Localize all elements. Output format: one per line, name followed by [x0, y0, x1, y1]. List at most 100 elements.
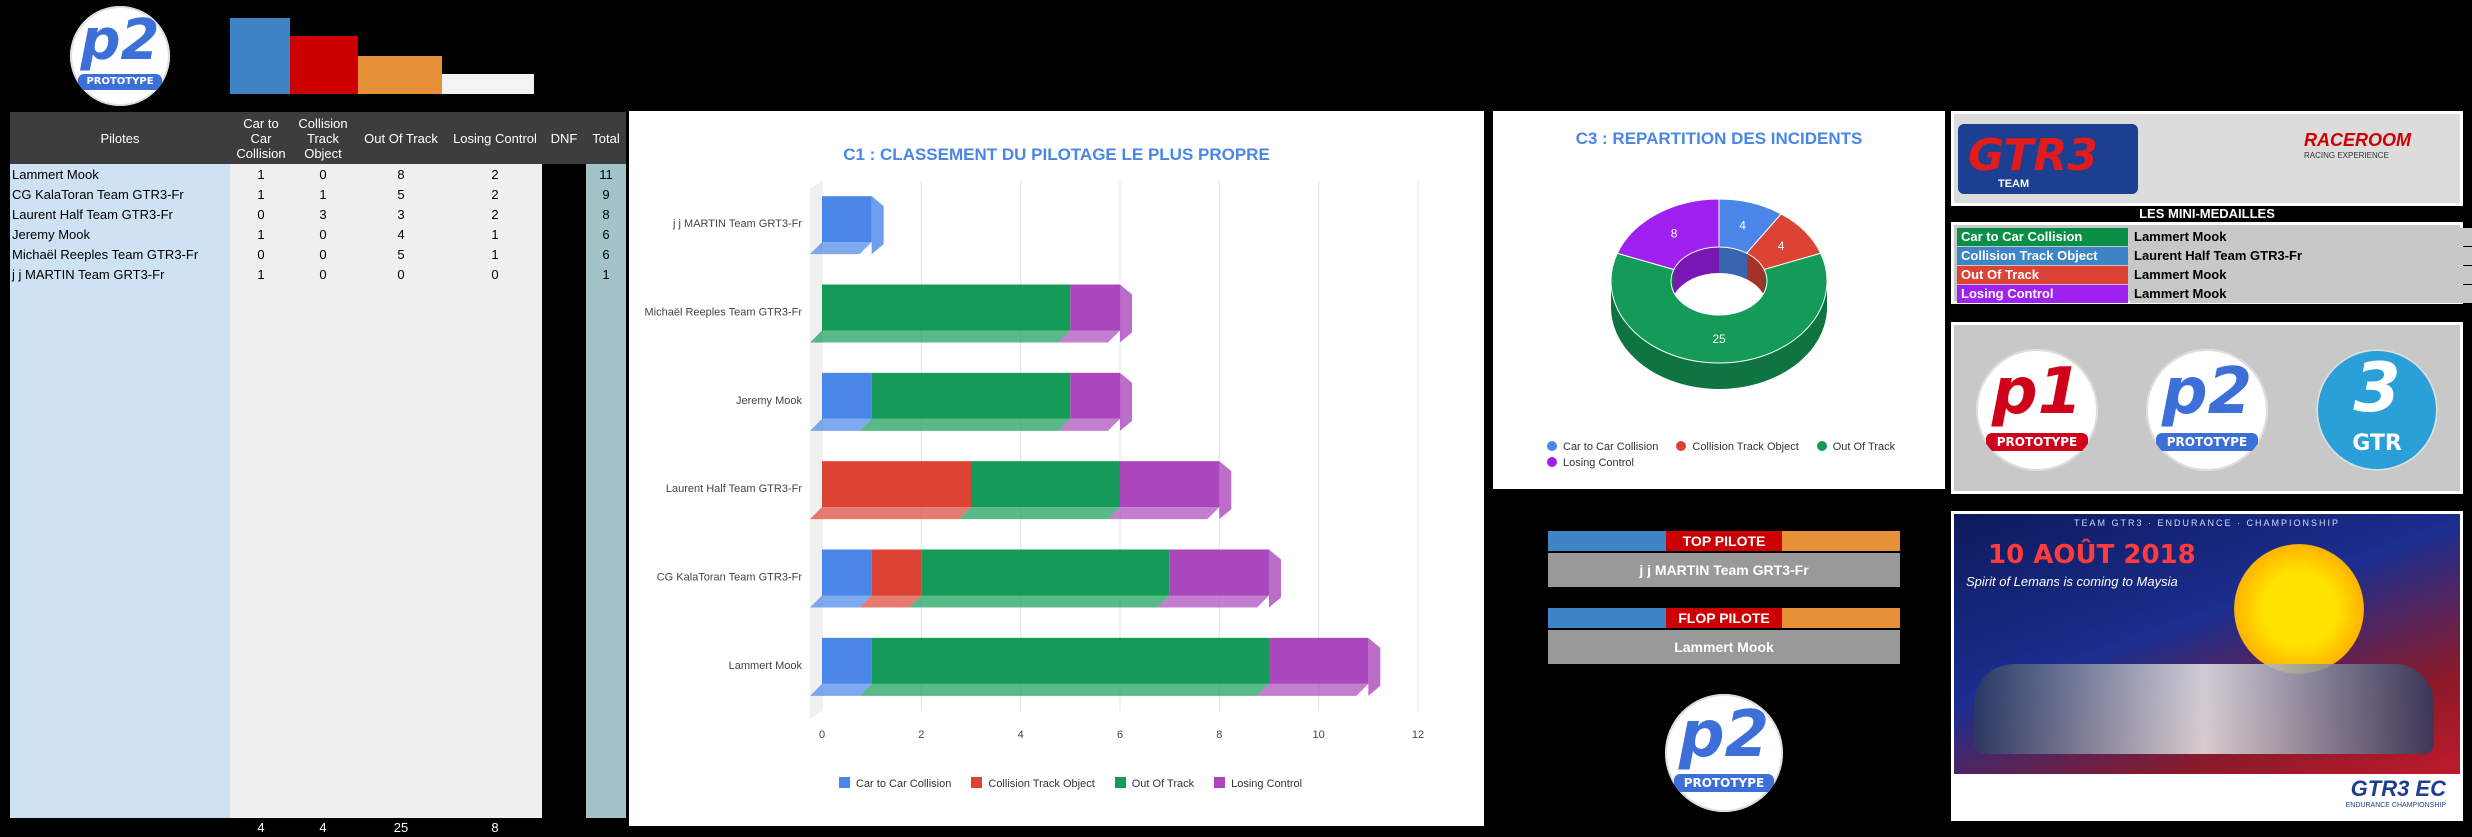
table-cell-car: 0: [257, 207, 265, 222]
total-track: 4: [319, 820, 327, 835]
bar-segment-shadow: [810, 418, 872, 431]
bar-segment-shadow: [1157, 595, 1269, 608]
table-cell-car: 1: [257, 227, 265, 242]
bar-segment: [871, 372, 1071, 419]
bar-segment-shadow: [859, 595, 922, 608]
poster-cars: [1974, 664, 2434, 754]
raceroom-logo: RACEROOM RACING EXPERIENCE: [2304, 130, 2411, 160]
poster-sun: [2234, 544, 2364, 674]
total-lose: 8: [491, 820, 499, 835]
x-tick-label: 12: [1412, 729, 1424, 741]
chart-c1-title: C1 : CLASSEMENT DU PILOTAGE LE PLUS PROP…: [843, 145, 1270, 164]
header-bar-grey: [442, 74, 534, 94]
bar-segment-shadow: [810, 507, 971, 520]
header-bar-orange: [358, 56, 442, 94]
table-cell-track: 0: [319, 167, 327, 182]
bar-segment-shadow: [859, 418, 1071, 431]
x-tick-label: 0: [819, 729, 825, 741]
donut-slice-label: 4: [1739, 219, 1746, 233]
table-cell-total: 6: [602, 247, 610, 262]
bar-end-cap: [1120, 372, 1132, 431]
header-dnf: DNF: [542, 112, 586, 164]
chart-c1-legend: Car to Car Collision Collision Track Obj…: [839, 777, 1302, 790]
x-tick-label: 8: [1216, 729, 1222, 741]
bar-segment-shadow: [810, 330, 1071, 343]
top-pilote-box: TOP PILOTE j j MARTIN Team GRT3-Fr: [1548, 531, 1900, 587]
table-cell-out: 5: [397, 247, 405, 262]
table-cell-name: Lammert Mook: [12, 167, 99, 182]
category-label: Laurent Half Team GTR3-Fr: [666, 483, 802, 495]
bar-end-cap: [1269, 549, 1281, 608]
flop-pilote-label: FLOP PILOTE: [1666, 608, 1782, 628]
chart-c3: 4 4 25 8: [1610, 198, 1828, 389]
header-losing-control: Losing Control: [448, 112, 542, 164]
legend-track: Collision Track Object: [971, 777, 1095, 790]
table-cell-track: 1: [319, 187, 327, 202]
bar-segment: [1070, 372, 1120, 419]
gtr-class-logo: 3 GTR: [2316, 349, 2438, 471]
table-cell-lose: 2: [491, 207, 499, 222]
x-tick-label: 6: [1117, 729, 1123, 741]
legend-c3-lose: Losing Control: [1547, 457, 1634, 469]
table-cell-car: 1: [257, 267, 265, 282]
table-cell-total: 1: [602, 267, 610, 282]
bar-segment-shadow: [1108, 507, 1220, 520]
bar-segment-shadow: [1058, 418, 1120, 431]
table-cell-lose: 0: [491, 267, 499, 282]
header-white-strip: [230, 0, 2472, 94]
p2-prototype-logo-bottom: p2 PROTOTYPE: [1665, 694, 1783, 812]
mini-medailles-box: Car to Car Collision Lammert Mook Collis…: [1951, 222, 2472, 304]
category-label: Jeremy Mook: [736, 395, 803, 407]
donut-slice: [1616, 198, 1720, 271]
header-track-object: Collision Track Object: [292, 112, 354, 164]
bar-segment-shadow: [810, 595, 872, 608]
flop-pilote-box: FLOP PILOTE Lammert Mook: [1548, 608, 1900, 664]
category-label: Lammert Mook: [729, 660, 803, 672]
x-tick-label: 2: [918, 729, 924, 741]
medal-row-car: Car to Car Collision Lammert Mook: [1957, 228, 2472, 246]
legend-c3-car: Car to Car Collision: [1547, 441, 1658, 453]
header-bar-blue: [230, 18, 290, 94]
table-cell-name: Jeremy Mook: [12, 227, 91, 242]
table-cell-lose: 2: [491, 167, 499, 182]
bar-end-cap: [871, 196, 884, 255]
table-cell-lose: 1: [491, 247, 499, 262]
category-label: j j MARTIN Team GRT3-Fr: [672, 218, 802, 230]
poster-footer: GTR3 EC ENDURANCE CHAMPIONSHIP: [1954, 774, 2460, 818]
bar-segment: [871, 549, 922, 596]
chart-c1: 0 2 4 6 8 10 12 j j MARTIN Team GRT3-Fr Michaël …: [644, 181, 1424, 741]
table-cell-out: 3: [397, 207, 405, 222]
incidents-table: Pilotes Car to Car Collision Collision T…: [10, 112, 626, 818]
table-cell-out: 4: [397, 227, 405, 242]
bar-segment: [822, 637, 872, 684]
legend-c3-track: Collision Track Object: [1676, 441, 1799, 453]
chart-c3-panel: C3 : REPARTITION DES INCIDENTS 4 4 25 8 Car…: [1493, 111, 1945, 489]
medal-row-out: Out Of Track Lammert Mook: [1957, 266, 2472, 284]
bar-end-cap: [1120, 284, 1132, 343]
bar-segment: [1269, 637, 1369, 684]
bar-segment: [822, 461, 971, 508]
table-cell-lose: 1: [491, 227, 499, 242]
top-pilote-name: j j MARTIN Team GRT3-Fr: [1548, 553, 1900, 587]
header-pilotes: Pilotes: [10, 112, 230, 164]
bar-segment: [971, 461, 1120, 508]
brand-banner: GTR3 TEAM RACEROOM RACING EXPERIENCE: [1951, 111, 2463, 206]
poster-tagline: Spirit of Lemans is coming to Maysia: [1966, 574, 2178, 589]
bar-segment-shadow: [1257, 683, 1369, 696]
header-bar-red: [290, 36, 358, 94]
table-cell-car: 0: [257, 247, 265, 262]
chart-c1-panel: C1 : CLASSEMENT DU PILOTAGE LE PLUS PROP…: [629, 111, 1484, 826]
bar-end-cap: [1219, 461, 1232, 520]
table-cell-name: Michaël Reeples Team GTR3-Fr: [12, 247, 199, 262]
x-tick-label: 10: [1313, 729, 1325, 741]
p2-prototype-logo: p2 PROTOTYPE: [70, 6, 170, 106]
medal-row-lose: Losing Control Lammert Mook: [1957, 285, 2472, 303]
bar-segment-shadow: [810, 242, 872, 255]
bar-segment: [1169, 549, 1269, 596]
donut-slice-label: 25: [1712, 332, 1726, 346]
table-cell-out: 0: [397, 267, 405, 282]
bar-segment-shadow: [1058, 330, 1120, 343]
table-cell-track: 0: [319, 247, 327, 262]
mini-medailles-title: LES MINI-MEDAILLES: [2139, 206, 2275, 221]
legend-car: Car to Car Collision: [839, 777, 951, 790]
